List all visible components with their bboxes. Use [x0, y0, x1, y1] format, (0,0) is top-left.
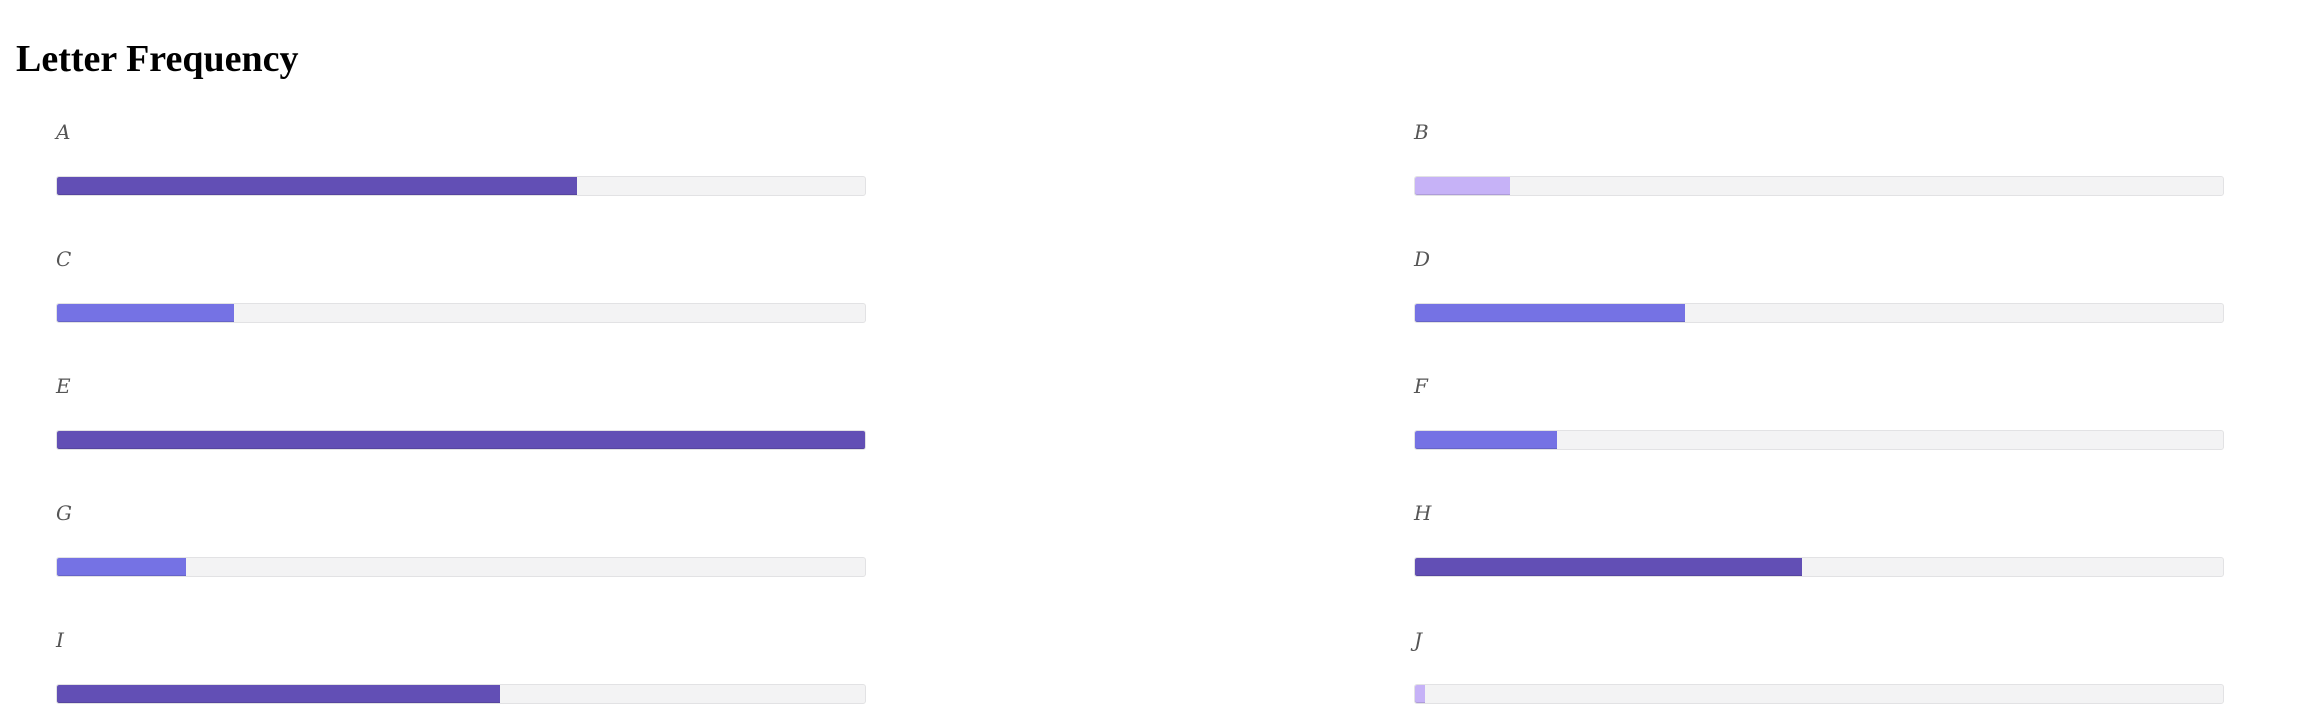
bar-item-a: A: [56, 120, 866, 196]
bar-label: D: [1414, 247, 1431, 271]
page-title: Letter Frequency: [16, 38, 299, 80]
bar-track: [56, 176, 866, 196]
bar-fill-i: [57, 685, 501, 703]
bar-label: B: [1414, 120, 1429, 144]
bar-fill-h: [1415, 558, 1803, 576]
bar-item-b: B: [1414, 120, 2224, 196]
bar-track: [1414, 430, 2224, 450]
bar-fill-d: [1415, 304, 1686, 322]
bar-track: [56, 303, 866, 323]
bar-label: E: [56, 374, 71, 398]
frequency-bar-grid: A B C D E F G H I J: [56, 120, 2224, 704]
bar-label: C: [56, 247, 72, 271]
bar-track: [56, 430, 866, 450]
bar-item-c: C: [56, 247, 866, 323]
bar-item-i: I: [56, 628, 866, 704]
bar-track: [1414, 557, 2224, 577]
bar-track: [56, 557, 866, 577]
bar-fill-a: [57, 177, 577, 195]
bar-fill-f: [1415, 431, 1557, 449]
bar-item-e: E: [56, 374, 866, 450]
bar-label: G: [56, 501, 72, 525]
bar-fill-e: [57, 431, 865, 449]
bar-label: I: [56, 628, 64, 652]
bar-fill-j: [1415, 685, 1425, 703]
bar-item-f: F: [1414, 374, 2224, 450]
bar-label: H: [1414, 501, 1432, 525]
bar-track: [1414, 684, 2224, 704]
bar-label: J: [1414, 628, 1423, 652]
bar-label: F: [1414, 374, 1428, 398]
bar-item-g: G: [56, 501, 866, 577]
bar-item-h: H: [1414, 501, 2224, 577]
bar-fill-b: [1415, 177, 1510, 195]
bar-track: [1414, 176, 2224, 196]
bar-item-j: J: [1414, 628, 2224, 704]
bar-fill-g: [57, 558, 186, 576]
bar-fill-c: [57, 304, 234, 322]
bar-track: [1414, 303, 2224, 323]
bar-label: A: [56, 120, 71, 144]
bar-track: [56, 684, 866, 704]
bar-item-d: D: [1414, 247, 2224, 323]
